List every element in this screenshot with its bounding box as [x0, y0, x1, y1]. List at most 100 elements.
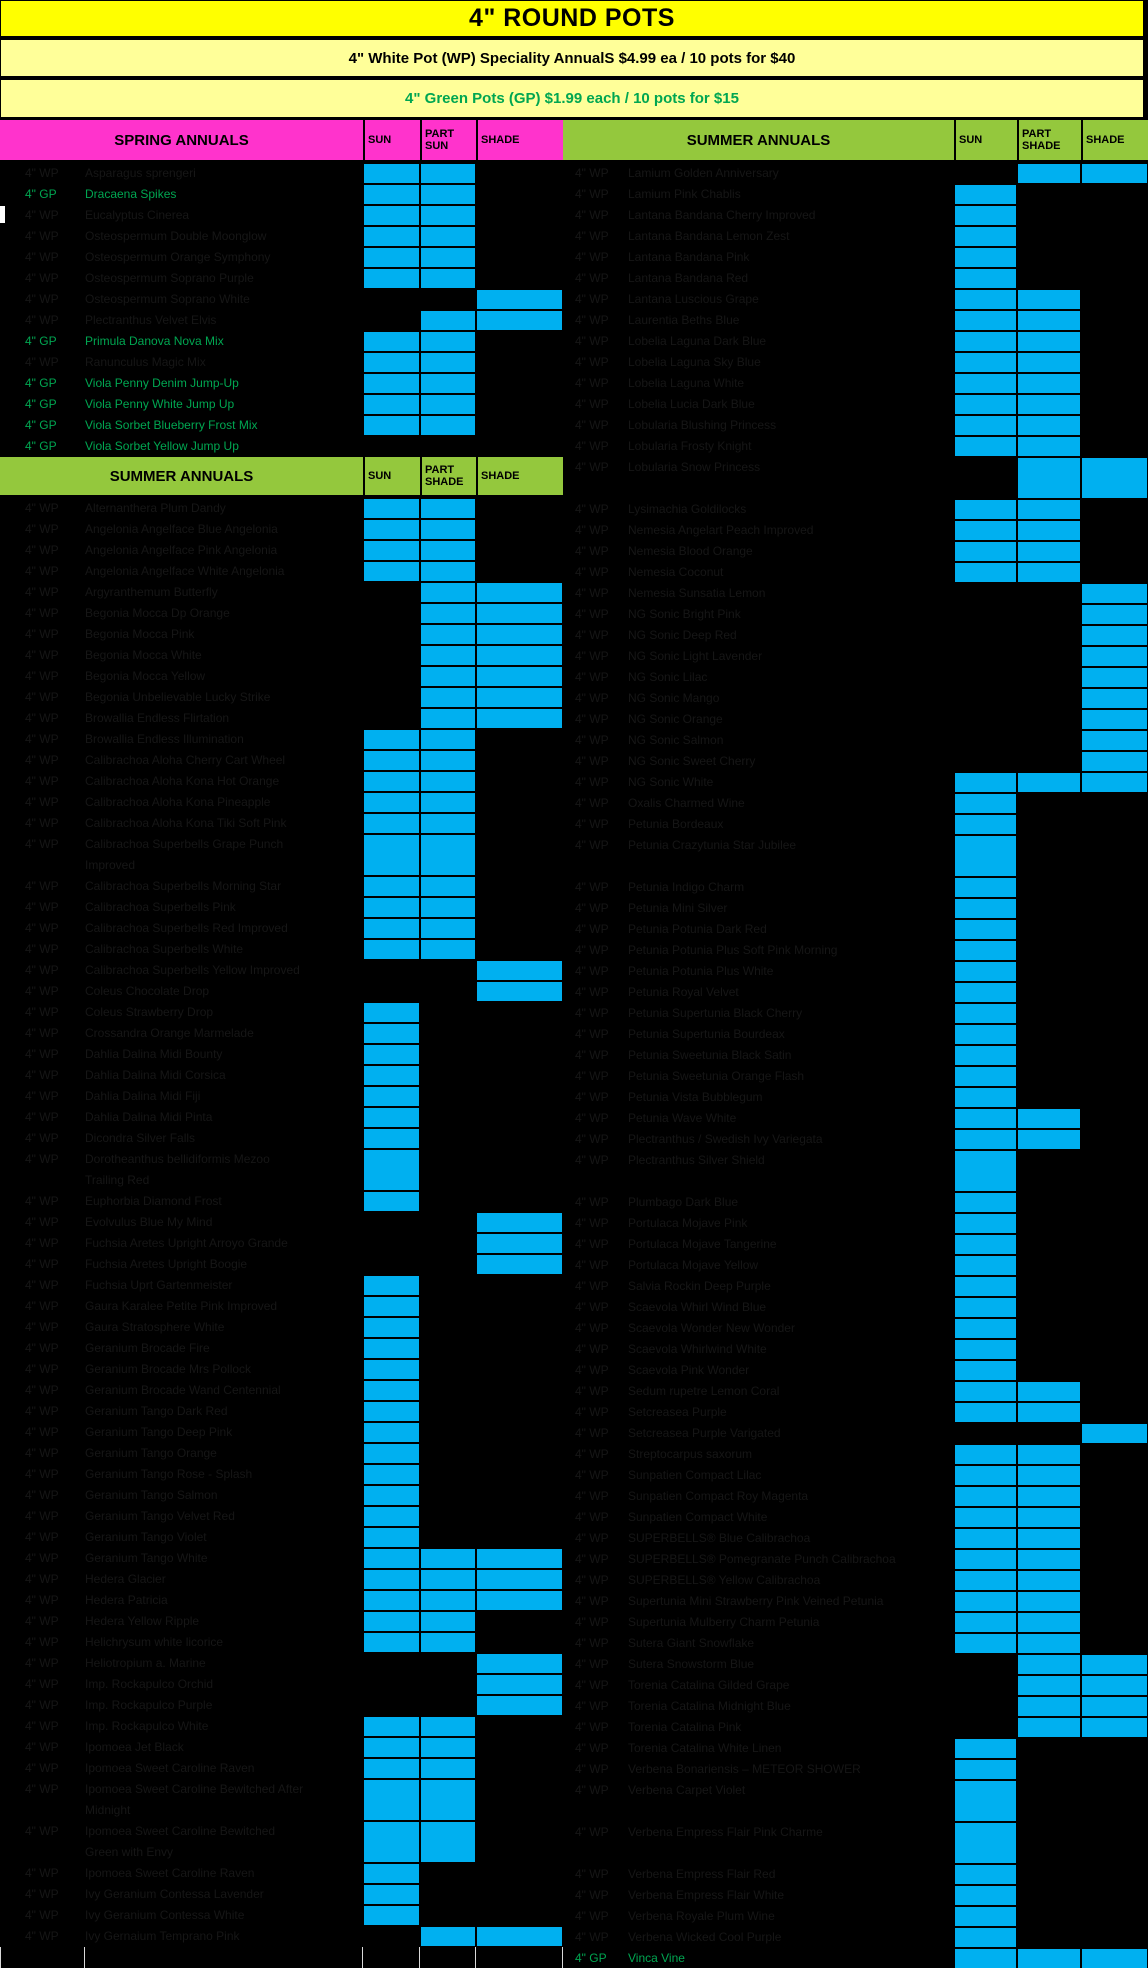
- part-shade-cell: [1017, 373, 1081, 394]
- plant-name-cell: Osteospermum Soprano Purple: [85, 271, 254, 285]
- shade-cell: [476, 1758, 563, 1779]
- pot-type-cell: 4" WP: [25, 1425, 59, 1439]
- shade-cell: [476, 1947, 563, 1968]
- plant-name-cell: Laurentia Beths Blue: [628, 313, 740, 327]
- sun-cell: [363, 1296, 420, 1317]
- pot-type-cell: 4" WP: [25, 942, 59, 956]
- table-row: 4" WP Scaevola Pink Wonder: [563, 1360, 1148, 1381]
- sun-cell: [363, 226, 420, 247]
- pot-type-cell: 4" WP: [575, 1825, 609, 1839]
- sun-cell: [954, 1192, 1017, 1213]
- table-row: 4" WP Hedera Patricia: [0, 1590, 563, 1611]
- sun-cell: [954, 1738, 1017, 1759]
- plant-name-cell: Geranium Tango Velvet Red: [85, 1509, 235, 1523]
- sun-cell: [954, 1129, 1017, 1150]
- table-row: 4" GP Vinca Vine: [563, 1948, 1148, 1968]
- pot-type-cell: 4" WP: [25, 271, 59, 285]
- plant-name-cell: Ivy Geranium Contessa Lavender: [85, 1887, 264, 1901]
- shade-cell: [1081, 1486, 1148, 1507]
- part-shade-cell: [420, 1023, 476, 1044]
- plant-name-cell: Ipomoea Sweet Caroline Raven: [85, 1761, 255, 1775]
- pot-type-cell: 4" WP: [25, 816, 59, 830]
- shade-cell: [1081, 1948, 1148, 1968]
- sun-cell: [363, 1695, 420, 1716]
- sun-cell: [954, 1087, 1017, 1108]
- sun-cell: [954, 1444, 1017, 1465]
- part-shade-cell: [420, 750, 476, 771]
- part-shade-cell: [1017, 1129, 1081, 1150]
- part-shade-cell: [1017, 415, 1081, 436]
- sun-cell: [954, 814, 1017, 835]
- shade-cell: [476, 876, 563, 897]
- part-shade-cell: [420, 1947, 476, 1968]
- table-row: 4" WP Salvia Rockin Deep Purple: [563, 1276, 1148, 1297]
- plant-name-cell: NG Sonic Lilac: [628, 670, 708, 684]
- plant-name-cell: Angelonia Angelface Blue Angelonia: [85, 522, 278, 536]
- pot-type-cell: 4" WP: [575, 1531, 609, 1545]
- shade-cell: [1081, 1507, 1148, 1528]
- part-shade-cell: [420, 624, 476, 645]
- part-shade-cell: [420, 1086, 476, 1107]
- table-row: 4" WP Fuchsia Aretes Upright Arroyo Grand…: [0, 1233, 563, 1254]
- part-shade-cell: [420, 331, 476, 352]
- sun-cell: [954, 835, 1017, 877]
- part-shade-cell: [1017, 1444, 1081, 1465]
- part-shade-cell: [1017, 1507, 1081, 1528]
- table-row: 4" WP Ipomoea Sweet Caroline Bewitched Gr…: [0, 1821, 563, 1863]
- shade-cell: [1081, 1339, 1148, 1360]
- table-row: 4" WP Calibrachoa Superbells Morning Star: [0, 876, 563, 897]
- pot-type-cell: 4" WP: [25, 753, 59, 767]
- sun-cell: [954, 373, 1017, 394]
- part-shade-cell: [420, 352, 476, 373]
- table-row: 4" WP Imp. Rockapulco White: [0, 1716, 563, 1737]
- plant-name-cell: Lobelia Laguna Dark Blue: [628, 334, 767, 348]
- table-row: 4" WP Plumbago Dark Blue: [563, 1192, 1148, 1213]
- table-row: 4" WP Imp. Rockapulco Orchid: [0, 1674, 563, 1695]
- plant-name-cell: Petunia Supertunia Black Cherry: [628, 1006, 803, 1020]
- shade-cell: [476, 289, 563, 310]
- part-shade-cell: [420, 1674, 476, 1695]
- part-shade-cell: [420, 1611, 476, 1632]
- shade-cell: [1081, 604, 1148, 625]
- part-shade-cell: [420, 918, 476, 939]
- spring-and-summer-pane: SPRING ANNUALS SUN PART SUN SHADE 4" WP Aspar…: [0, 120, 563, 1968]
- pot-type-cell: 4" WP: [575, 1300, 609, 1314]
- pot-type-cell: 4" WP: [575, 754, 609, 768]
- part-shade-cell: [1017, 394, 1081, 415]
- part-shade-cell: [1017, 961, 1081, 982]
- table-row: 4" WP Osteospermum Soprano Purple: [0, 268, 563, 289]
- shade-cell: [476, 1821, 563, 1863]
- plant-name-cell: Calibrachoa Aloha Cherry Cart Wheel: [85, 753, 286, 767]
- part-shade-cell: [1017, 1255, 1081, 1276]
- plant-name-cell: Torenia Catalina Midnight Blue: [628, 1699, 791, 1713]
- plant-name-cell: Osteospermum Double Moonglow: [85, 229, 267, 243]
- shade-cell: [1081, 709, 1148, 730]
- sun-cell: [363, 1401, 420, 1422]
- pot-type-cell: 4" WP: [25, 837, 59, 851]
- table-row: 4" WP Calibrachoa Superbells Yellow Impro…: [0, 960, 563, 981]
- pot-type-cell: 4" WP: [25, 900, 59, 914]
- part-shade-cell: [1017, 310, 1081, 331]
- table-row: 4" WP Lobelia Laguna White: [563, 373, 1148, 394]
- sun-cell: [363, 771, 420, 792]
- pot-type-cell: 4" WP: [575, 1720, 609, 1734]
- table-row: 4" WP Setcreasea Purple Varigated: [563, 1423, 1148, 1444]
- table-row: 4" WP Sutera Giant Snowflake: [563, 1633, 1148, 1654]
- part-shade-cell: [420, 897, 476, 918]
- pot-type-cell: 4" WP: [575, 817, 609, 831]
- sun-cell: [954, 646, 1017, 667]
- part-shade-cell: [420, 834, 476, 876]
- shade-cell: [1081, 205, 1148, 226]
- table-row: 4" WP Calibrachoa Aloha Kona Hot Orange: [0, 771, 563, 792]
- pot-type-cell: 4" WP: [25, 921, 59, 935]
- column-header-sun: SUN: [954, 120, 1017, 160]
- shade-cell: [1081, 1528, 1148, 1549]
- shade-cell: [1081, 877, 1148, 898]
- pot-type-cell: 4" WP: [25, 1551, 59, 1565]
- part-shade-cell: [1017, 1675, 1081, 1696]
- shade-cell: [1081, 772, 1148, 793]
- sun-cell: [954, 1003, 1017, 1024]
- sun-cell: [363, 1716, 420, 1737]
- part-shade-cell: [1017, 1087, 1081, 1108]
- shade-cell: [476, 1716, 563, 1737]
